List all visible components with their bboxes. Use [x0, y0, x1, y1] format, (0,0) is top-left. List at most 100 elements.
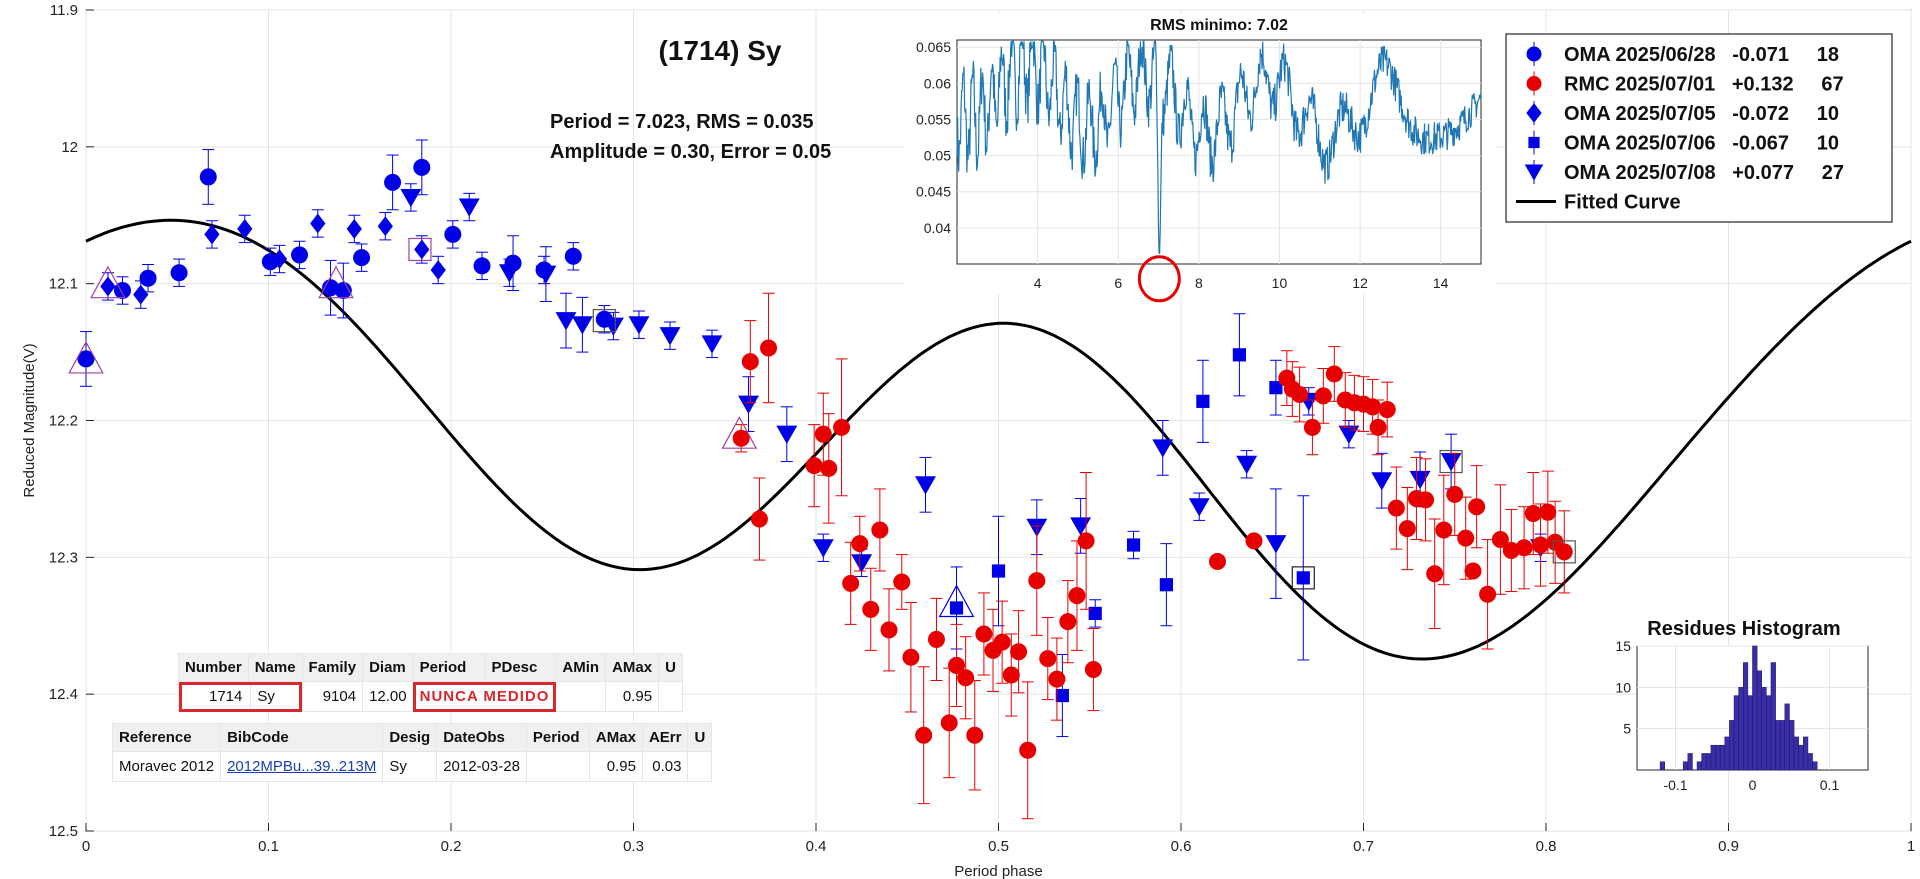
- data-point: [862, 600, 880, 618]
- data-point: [1039, 650, 1057, 668]
- data-point: [738, 395, 759, 414]
- data-point: [741, 353, 759, 371]
- ref-period-value: [525, 751, 590, 782]
- histogram-bars: [1659, 645, 1818, 771]
- asteroid-name: Sy: [257, 688, 275, 705]
- data-point: [1010, 643, 1028, 661]
- histogram-bar: [1738, 687, 1744, 771]
- header-amax: AMax: [605, 653, 660, 682]
- header-bibcode: BibCode: [220, 723, 384, 752]
- reference-marker: [721, 416, 758, 449]
- x-tick-label: 0.8: [1536, 838, 1557, 855]
- data-point: [310, 213, 326, 234]
- data-point: [1002, 666, 1020, 684]
- data-point: [1409, 470, 1431, 490]
- data-point: [77, 350, 95, 368]
- inset-x-tick-label: 4: [1034, 275, 1042, 291]
- legend-marker: [1526, 76, 1542, 91]
- data-point: [1378, 401, 1396, 419]
- hist-x-tick-label: -0.1: [1663, 777, 1687, 793]
- data-point: [430, 260, 446, 280]
- data-point: [1068, 587, 1086, 605]
- data-point: [353, 249, 371, 267]
- data-point: [1491, 531, 1509, 549]
- histogram-bar: [1696, 761, 1702, 771]
- data-point: [1369, 418, 1387, 436]
- data-point: [1457, 529, 1475, 547]
- header-ref-u: U: [687, 723, 713, 752]
- header-pdesc: PDesc: [484, 653, 557, 682]
- y-tick-label: 12.4: [49, 686, 78, 703]
- u-value: [658, 681, 683, 712]
- main-y-ticks: 11.9 12 12.1 12.2 12.3 12.4 12.5: [49, 2, 94, 840]
- dateobs-value: 2012-03-28: [436, 751, 527, 782]
- data-point: [133, 284, 149, 305]
- data-point: [139, 269, 157, 287]
- data-point: [1296, 571, 1310, 585]
- inset-x-tick-label: 8: [1195, 275, 1203, 291]
- legend-label: RMC 2025/07/01 +0.132 67: [1564, 74, 1844, 96]
- legend: [1505, 33, 1893, 223]
- data-point: [1479, 585, 1497, 603]
- legend-marker: [1524, 164, 1544, 181]
- histogram-bar: [1747, 695, 1753, 771]
- data-point: [915, 726, 933, 744]
- data-point: [1152, 439, 1174, 458]
- header-family: Family: [301, 653, 364, 682]
- inset-x-tick-label: 14: [1433, 275, 1449, 291]
- data-point: [473, 257, 491, 275]
- diam-value: 12.00: [362, 681, 414, 712]
- data-point: [991, 564, 1006, 578]
- data-point: [927, 630, 945, 648]
- data-point: [1387, 499, 1405, 517]
- reference-marker: [1552, 540, 1576, 564]
- header-diam: Diam: [362, 653, 414, 682]
- data-point: [1196, 394, 1210, 408]
- data-point: [199, 168, 217, 186]
- legend-items: OMA 2025/06/28 -0.071 18 RMC 2025/07/01 +…: [1516, 42, 1844, 214]
- header-u: U: [658, 653, 683, 682]
- data-point: [1236, 455, 1258, 475]
- amplitude-annotation: Amplitude = 0.30, Error = 0.05: [550, 141, 831, 163]
- data-point: [377, 216, 393, 237]
- data-point: [975, 625, 993, 643]
- histogram-bar: [1682, 761, 1689, 771]
- inset-y-tick-label: 0.05: [924, 148, 951, 164]
- y-axis-label: Reduced Magnitude(V): [21, 343, 38, 497]
- data-point: [1446, 485, 1464, 503]
- inset-y-tick-label: 0.065: [916, 39, 951, 55]
- data-point: [1303, 418, 1321, 436]
- data-point: [413, 158, 431, 176]
- data-point: [805, 457, 823, 475]
- bibcode-link[interactable]: 2012MPBu...39..213M: [227, 758, 377, 775]
- data-point: [271, 249, 288, 269]
- data-point: [902, 648, 920, 666]
- y-tick-label: 11.9: [50, 2, 78, 19]
- data-point: [564, 247, 582, 265]
- data-point: [571, 316, 593, 335]
- histogram-bar: [1803, 736, 1809, 771]
- data-point: [732, 429, 750, 447]
- y-tick-label: 12.2: [49, 413, 78, 430]
- data-point: [458, 198, 480, 217]
- data-point: [237, 219, 253, 239]
- reference-marker: [68, 340, 104, 374]
- histogram-bar: [1756, 670, 1762, 771]
- histogram-bar: [1793, 736, 1799, 771]
- y-tick-label: 12.3: [49, 549, 78, 566]
- reference-markers-layer: [68, 237, 1576, 618]
- legend-marker: [1526, 46, 1542, 62]
- legend-label: OMA 2025/07/08 +0.077 27: [1564, 162, 1844, 184]
- inset-y-tick-label: 0.04: [924, 220, 951, 236]
- data-point: [1188, 498, 1210, 517]
- histogram-bar: [1715, 744, 1721, 771]
- data-point: [1077, 532, 1095, 550]
- data-point: [760, 339, 778, 357]
- histogram-bar: [1724, 736, 1730, 771]
- data-point: [414, 239, 430, 260]
- data-point: [204, 224, 220, 245]
- inset-x-tick-label: 12: [1352, 275, 1368, 291]
- data-point: [776, 425, 798, 444]
- data-point: [1468, 498, 1486, 516]
- histogram-title: Residues Histogram: [1647, 618, 1840, 640]
